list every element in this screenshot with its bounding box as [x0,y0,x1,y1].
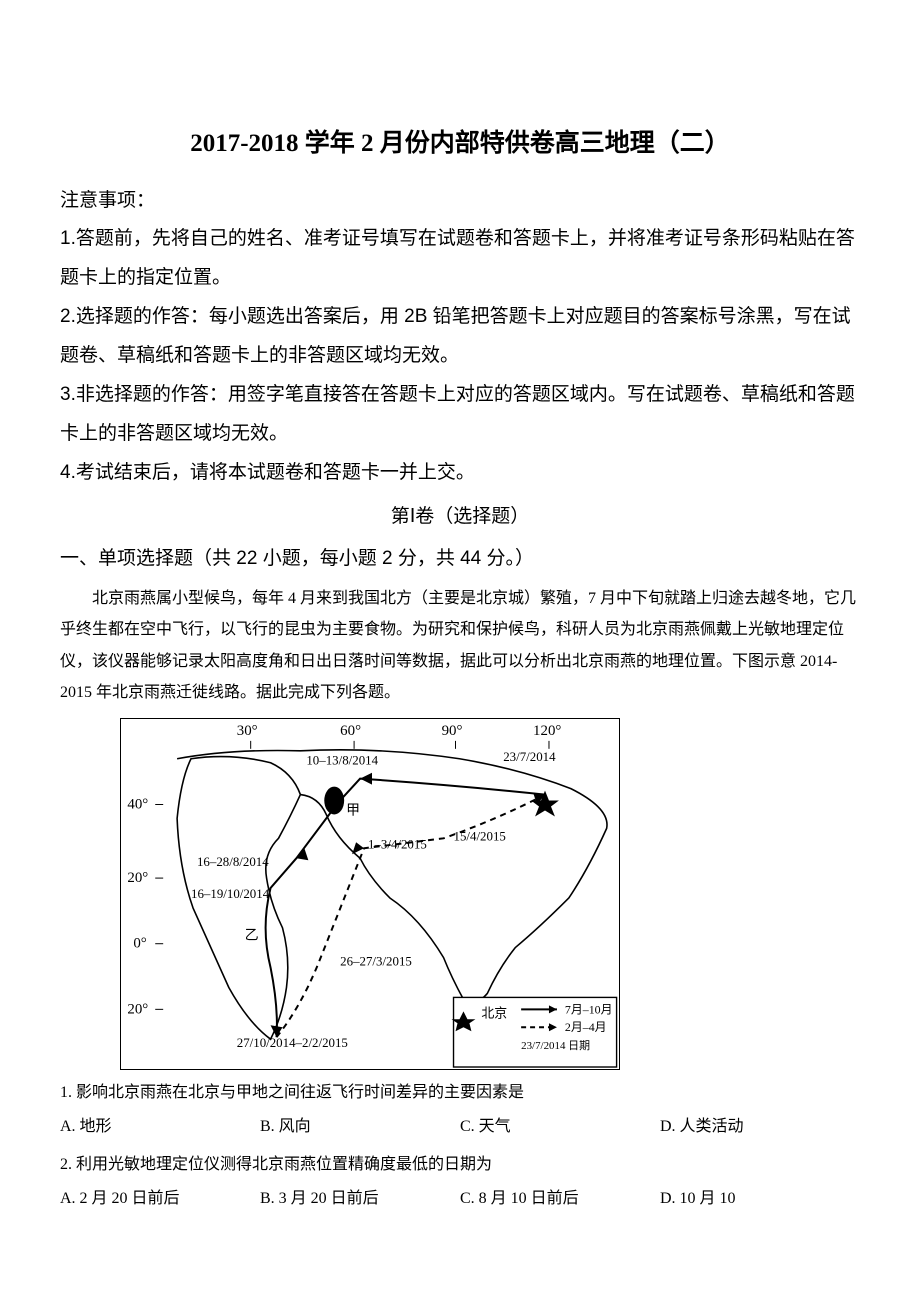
subsection-header: 一、单项选择题（共 22 小题，每小题 2 分，共 44 分。） [60,541,860,577]
q2-opt-c: C. 8 月 10 日前后 [460,1184,660,1214]
question-1-options: A. 地形 B. 风向 C. 天气 D. 人类活动 [60,1112,860,1142]
q1-opt-c: C. 天气 [460,1112,660,1142]
lat-0: 0° [133,936,146,952]
passage-text: 北京雨燕属小型候鸟，每年 4 月来到我国北方（主要是北京城）繁殖，7 月中下旬就… [60,583,860,708]
lon-30: 30° [237,723,258,739]
lat-20s: 20° [127,1001,148,1017]
legend-dashed-label: 2月–4月 [565,1020,607,1034]
q1-opt-b: B. 风向 [260,1112,460,1142]
ann-3: 1–3/4/2015 [368,836,427,851]
q2-opt-d: D. 10 月 10 [660,1184,860,1214]
instruction-1: 1.答题前，先将自己的姓名、准考证号填写在试题卷和答题卡上，并将准考证号条形码粘… [60,220,860,298]
migration-map: 北京 7月–10月 2月–4月 23/7/2014 日期 30° 60° 90°… [120,718,620,1070]
ann-4: 15/4/2015 [454,828,506,843]
instruction-3: 3.非选择题的作答：用签字笔直接答在答题卡上对应的答题区域内。写在试题卷、草稿纸… [60,376,860,454]
lat-20n: 20° [127,870,148,886]
ann-1: 23/7/2014 [503,749,556,764]
lon-120: 120° [533,723,561,739]
ann-7: 乙 [245,928,259,944]
lon-60: 60° [340,723,361,739]
q2-opt-b: B. 3 月 20 日前后 [260,1184,460,1214]
instruction-4: 4.考试结束后，请将本试题卷和答题卡一并上交。 [60,454,860,493]
question-2: 2. 利用光敏地理定位仪测得北京雨燕位置精确度最低的日期为 [60,1148,860,1182]
legend-date-label: 23/7/2014 日期 [521,1039,590,1052]
instructions-block: 注意事项： 1.答题前，先将自己的姓名、准考证号填写在试题卷和答题卡上，并将准考… [60,182,860,494]
section-header: 第Ⅰ卷（选择题） [60,499,860,535]
ann-8: 26–27/3/2015 [340,954,412,969]
document-title: 2017-2018 学年 2 月份内部特供卷高三地理（二） [60,120,860,168]
ann-2: 甲 [346,803,360,818]
lon-90: 90° [442,723,463,739]
lat-40n: 40° [127,796,148,812]
question-1: 1. 影响北京雨燕在北京与甲地之间往返飞行时间差异的主要因素是 [60,1076,860,1110]
legend-solid-label: 7月–10月 [565,1002,613,1016]
q1-opt-d: D. 人类活动 [660,1112,860,1142]
notice-header: 注意事项： [60,182,860,221]
legend-star-label: 北京 [481,1005,507,1020]
question-2-options: A. 2 月 20 日前后 B. 3 月 20 日前后 C. 8 月 10 日前… [60,1184,860,1214]
ann-9: 27/10/2014–2/2/2015 [237,1035,348,1050]
ann-6: 16–19/10/2014 [191,886,270,901]
q1-opt-a: A. 地形 [60,1112,260,1142]
instruction-2: 2.选择题的作答：每小题选出答案后，用 2B 铅笔把答题卡上对应题目的答案标号涂… [60,298,860,376]
ann-5: 16–28/8/2014 [197,854,269,869]
ann-0: 10–13/8/2014 [306,753,378,768]
q2-opt-a: A. 2 月 20 日前后 [60,1184,260,1214]
